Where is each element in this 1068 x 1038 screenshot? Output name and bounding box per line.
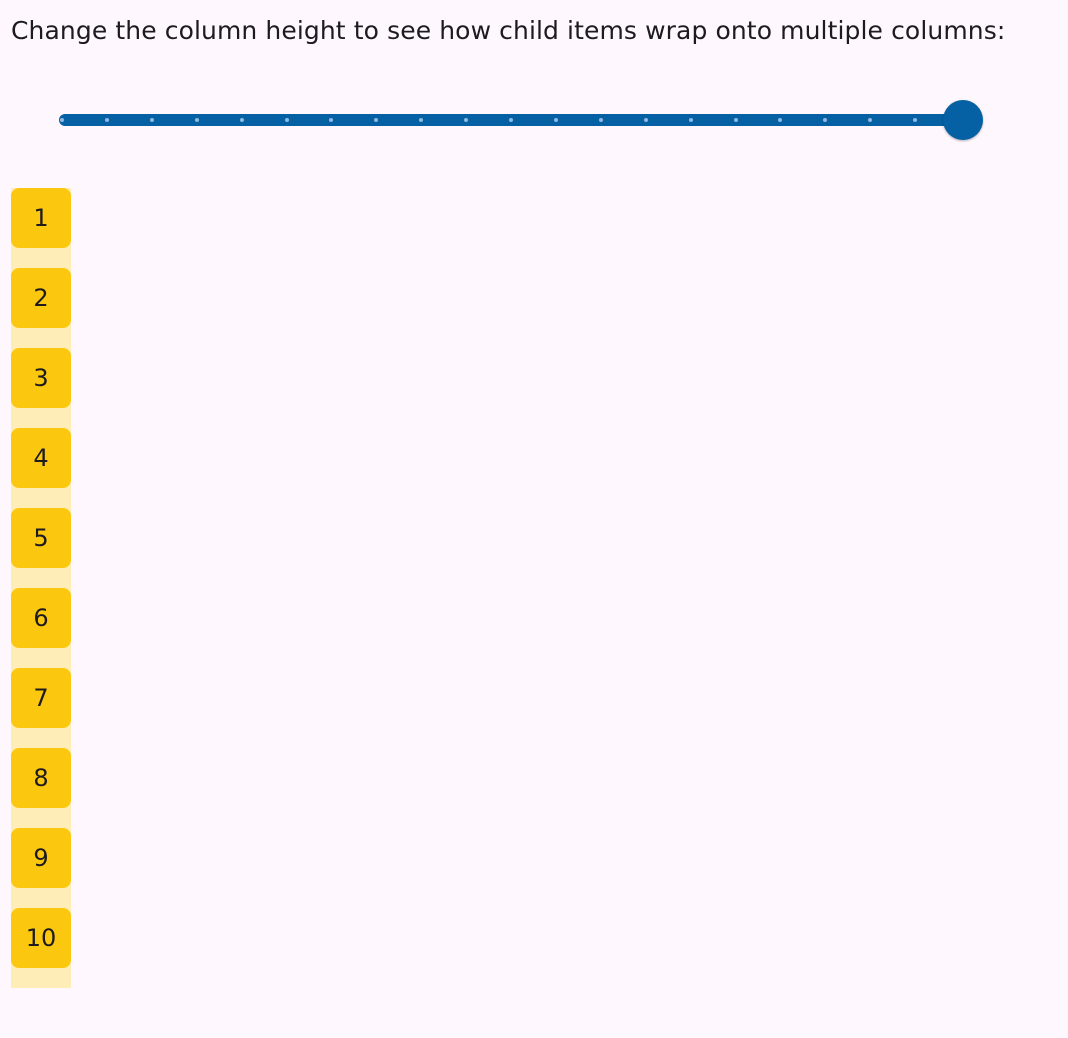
slider-tick	[598, 118, 603, 122]
slider-tick	[374, 118, 379, 122]
slider-tick	[688, 118, 693, 122]
slider-tick	[509, 118, 513, 122]
column-item: 2	[11, 268, 71, 328]
slider-thumb[interactable]	[943, 100, 983, 140]
slider-tick	[464, 118, 469, 122]
wrap-column: 1 2 3 4 5 6 7 8 9 10	[11, 188, 71, 988]
slider-tick	[284, 118, 289, 122]
column-item: 7	[11, 668, 71, 728]
slider-tick	[823, 118, 828, 122]
slider-tick	[733, 118, 738, 122]
column-item: 4	[11, 428, 71, 488]
column-item: 10	[11, 908, 71, 968]
slider-tick	[643, 118, 648, 122]
column-item: 3	[11, 348, 71, 408]
slider-tick	[149, 118, 154, 122]
slider-tick	[329, 118, 334, 122]
slider-tick	[868, 118, 873, 122]
slider-tick	[419, 118, 424, 122]
slider-tick	[553, 118, 558, 122]
slider-tick	[239, 118, 244, 122]
column-item: 1	[11, 188, 71, 248]
column-item: 6	[11, 588, 71, 648]
column-item: 9	[11, 828, 71, 888]
slider-tick	[778, 118, 783, 122]
column-item: 5	[11, 508, 71, 568]
column-height-slider[interactable]	[40, 96, 1005, 144]
slider-tick	[60, 118, 64, 122]
slider-tick	[104, 118, 109, 122]
instruction-text: Change the column height to see how chil…	[11, 16, 1006, 45]
column-item: 8	[11, 748, 71, 808]
slider-tick	[194, 118, 199, 122]
slider-tick	[913, 118, 918, 122]
